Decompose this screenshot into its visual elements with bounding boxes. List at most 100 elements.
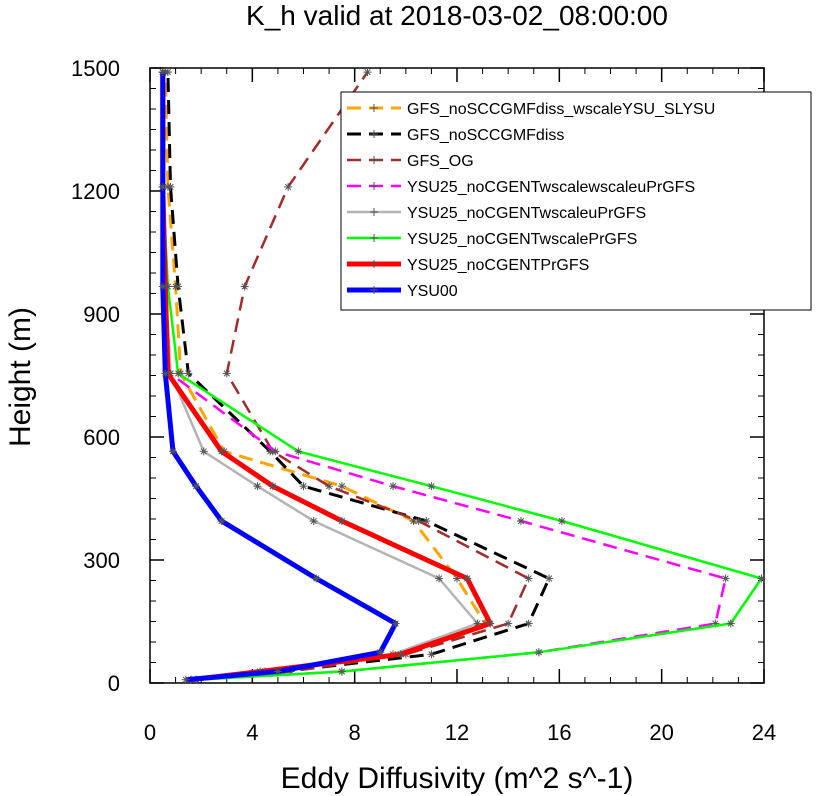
- data-point: [199, 447, 208, 456]
- marker-stroke: [505, 620, 512, 627]
- marker-stroke: [389, 483, 397, 490]
- marker-stroke: [428, 651, 435, 658]
- y-tick-label: 0: [108, 671, 120, 696]
- data-point: [325, 482, 334, 491]
- legend-label: YSU25_noCGENTwscalePrGFS: [407, 231, 637, 248]
- data-point: [158, 282, 167, 291]
- y-axis-title: Height (m): [4, 307, 37, 447]
- data-point: [174, 282, 183, 291]
- marker-stroke: [164, 68, 172, 76]
- data-point: [158, 68, 167, 77]
- data-point: [161, 369, 170, 378]
- data-point: [158, 182, 167, 191]
- data-point: [337, 667, 346, 676]
- y-tick-label: 300: [83, 548, 120, 573]
- data-point: [240, 282, 249, 291]
- marker-stroke: [295, 448, 302, 455]
- x-tick-label: 0: [144, 720, 156, 745]
- y-tick-label: 900: [83, 302, 120, 327]
- legend-label: YSU25_noCGENTwscalewscaleuPrGFS: [407, 179, 695, 196]
- marker-stroke: [474, 620, 481, 627]
- marker-stroke: [415, 517, 422, 525]
- marker-stroke: [174, 283, 182, 290]
- marker-stroke: [338, 517, 346, 525]
- marker-stroke: [487, 620, 494, 627]
- legend-label: YSU00: [407, 283, 458, 300]
- data-point: [217, 517, 226, 526]
- legend-label: GFS_noSCCGMFdiss: [407, 127, 564, 144]
- marker-stroke: [272, 448, 279, 455]
- marker-stroke: [167, 183, 174, 191]
- marker-stroke: [392, 620, 399, 627]
- marker-stroke: [464, 575, 471, 582]
- data-point: [284, 182, 293, 191]
- data-point: [166, 182, 175, 191]
- marker-stroke: [377, 649, 384, 656]
- marker-stroke: [338, 668, 346, 675]
- data-point: [253, 482, 262, 491]
- data-point: [721, 574, 730, 583]
- data-point: [486, 619, 495, 628]
- marker-stroke: [558, 517, 566, 525]
- data-point: [174, 369, 183, 378]
- legend-label: YSU25_noCGENTPrGFS: [407, 257, 589, 274]
- marker-stroke: [254, 483, 261, 490]
- marker-stroke: [223, 370, 230, 377]
- data-point: [427, 482, 436, 491]
- data-point: [757, 574, 766, 583]
- marker-stroke: [310, 517, 317, 525]
- marker-stroke: [174, 370, 182, 377]
- marker-stroke: [169, 448, 177, 455]
- legend-label: GFS_OG: [407, 153, 474, 170]
- data-point: [463, 574, 472, 583]
- data-point: [169, 447, 178, 456]
- marker-stroke: [364, 68, 371, 76]
- data-point: [309, 517, 318, 526]
- marker-stroke: [159, 68, 166, 76]
- data-point: [414, 517, 423, 526]
- marker-stroke: [525, 575, 532, 582]
- marker-stroke: [218, 448, 225, 455]
- marker-stroke: [218, 517, 225, 525]
- data-point: [376, 648, 385, 657]
- series-7: [158, 68, 400, 684]
- marker-stroke: [428, 483, 435, 490]
- marker-stroke: [313, 575, 320, 582]
- x-tick-label: 4: [246, 720, 258, 745]
- data-point: [271, 447, 280, 456]
- marker-stroke: [274, 668, 282, 675]
- data-point: [363, 68, 372, 77]
- data-point: [435, 574, 444, 583]
- data-point: [273, 667, 282, 676]
- x-tick-label: 12: [445, 720, 469, 745]
- data-point: [427, 650, 436, 659]
- x-tick-label: 24: [752, 720, 776, 745]
- marker-stroke: [727, 620, 734, 627]
- x-tick-label: 20: [649, 720, 673, 745]
- marker-stroke: [397, 651, 404, 658]
- legend-label: YSU25_noCGENTwscaleuPrGFS: [407, 205, 646, 222]
- data-point: [299, 482, 308, 491]
- marker-stroke: [241, 283, 248, 290]
- data-point: [524, 619, 533, 628]
- legend-box: [340, 91, 812, 311]
- x-tick-label: 8: [349, 720, 361, 745]
- marker-stroke: [545, 575, 553, 582]
- x-axis-title: Eddy Diffusivity (m^2 s^-1): [281, 762, 634, 795]
- data-point: [222, 369, 231, 378]
- data-point: [181, 675, 190, 684]
- data-point: [217, 447, 226, 456]
- data-point: [391, 619, 400, 628]
- data-point: [268, 482, 277, 491]
- marker-stroke: [535, 649, 543, 656]
- legend: GFS_noSCCGMFdiss_wscaleYSU_SLYSU GFS_noSC…: [340, 91, 812, 311]
- axes-layer: 0 4 8 12 16 20 24 0 300 600 900 1200 1500: [71, 56, 776, 745]
- marker-stroke: [185, 370, 192, 377]
- marker-stroke: [338, 483, 346, 490]
- marker-stroke: [435, 575, 443, 582]
- series-line: [160, 72, 399, 683]
- y-tick-label: 600: [83, 425, 120, 450]
- data-point: [337, 517, 346, 526]
